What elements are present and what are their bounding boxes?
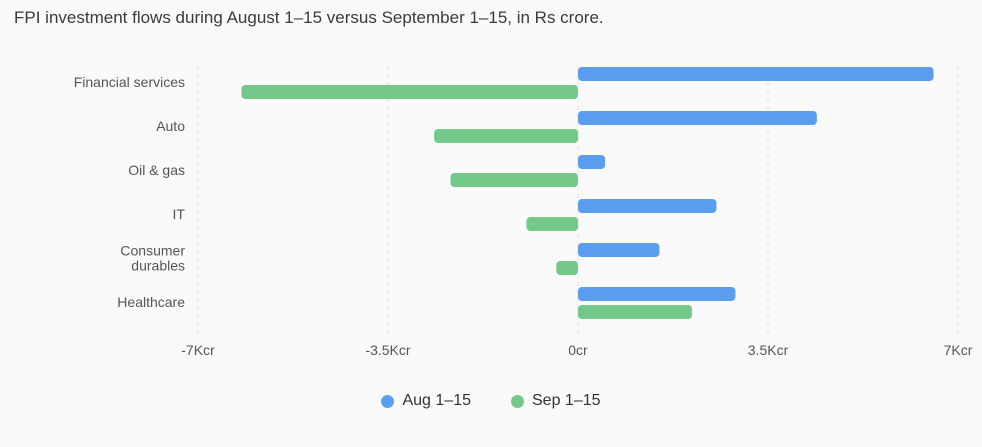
bar-aug[interactable] xyxy=(578,287,736,301)
legend-item-aug[interactable]: Aug 1–15 xyxy=(381,392,471,410)
category-label: Healthcare xyxy=(117,294,185,310)
chart-title: FPI investment flows during August 1–15 … xyxy=(14,8,604,27)
x-tick-label: 7Kcr xyxy=(944,342,973,358)
chart-plot: Financial services Auto Oil & gas IT Consume… xyxy=(74,66,973,358)
bar-aug[interactable] xyxy=(578,155,606,169)
category-label: Financial services xyxy=(74,74,185,90)
category-label: Oil & gas xyxy=(128,162,185,178)
legend-item-sep[interactable]: Sep 1–15 xyxy=(511,392,601,410)
legend-label-aug: Aug 1–15 xyxy=(402,392,471,409)
category-label: IT xyxy=(173,206,186,222)
legend: Aug 1–15 Sep 1–15 xyxy=(0,392,982,410)
grid-lines xyxy=(197,66,959,338)
bar-aug[interactable] xyxy=(578,111,817,125)
bar-sep[interactable] xyxy=(434,129,578,143)
legend-label-sep: Sep 1–15 xyxy=(532,392,601,409)
bar-sep[interactable] xyxy=(241,85,578,99)
x-tick-label: 0cr xyxy=(568,342,588,358)
bars xyxy=(241,67,934,319)
bar-aug[interactable] xyxy=(578,199,717,213)
bar-sep[interactable] xyxy=(526,217,578,231)
bar-sep[interactable] xyxy=(578,305,692,319)
bar-sep[interactable] xyxy=(450,173,578,187)
category-label: durables xyxy=(131,258,185,274)
category-label: Auto xyxy=(156,118,185,134)
legend-swatch-sep xyxy=(511,394,524,408)
category-labels: Financial services Auto Oil & gas IT Consume… xyxy=(74,74,186,310)
category-label: Consumer xyxy=(120,243,185,259)
x-tick-label: -3.5Kcr xyxy=(365,342,410,358)
bar-sep[interactable] xyxy=(556,261,578,275)
tick-labels: -7Kcr -3.5Kcr 0cr 3.5Kcr 7Kcr xyxy=(181,342,972,358)
bar-aug[interactable] xyxy=(578,67,934,81)
legend-swatch-aug xyxy=(381,394,395,408)
x-tick-label: -7Kcr xyxy=(181,342,215,358)
bar-aug[interactable] xyxy=(578,243,660,257)
x-tick-label: 3.5Kcr xyxy=(748,342,789,358)
